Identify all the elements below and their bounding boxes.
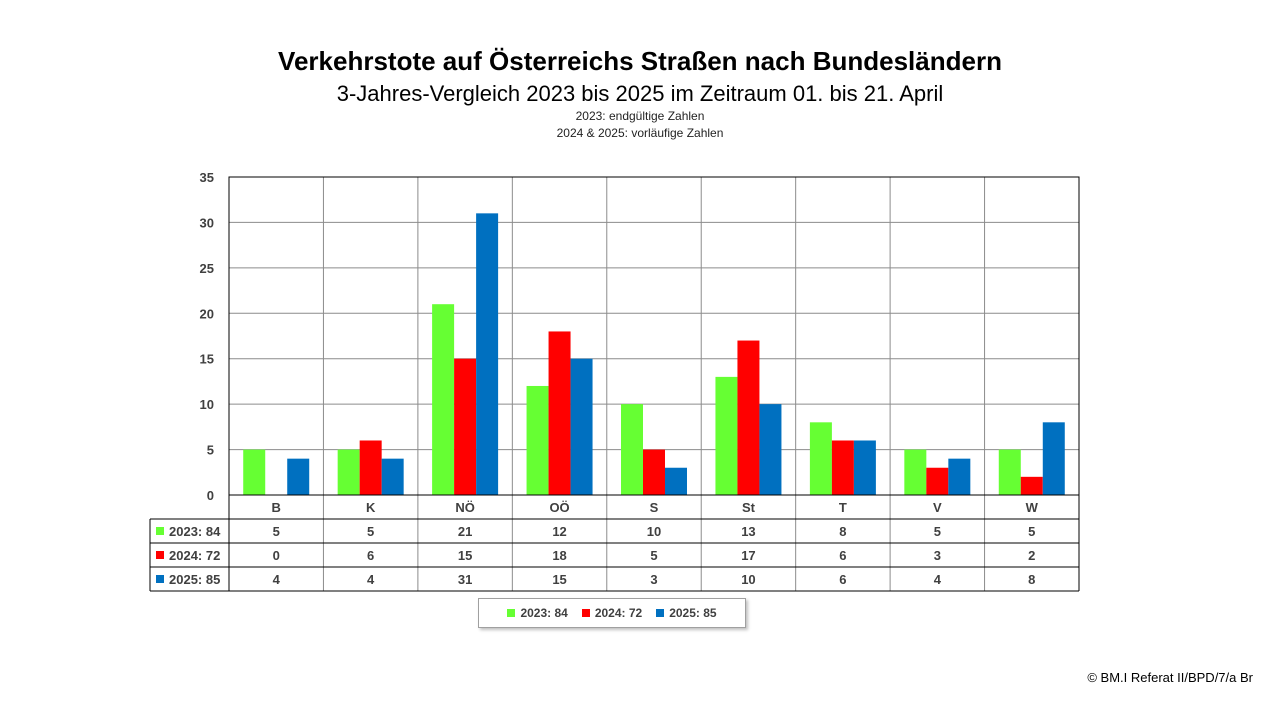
x-tick-label: OÖ (549, 500, 569, 515)
plot-area (229, 177, 1079, 495)
bar-2024-OÖ (548, 331, 571, 495)
bar-2024-W (1020, 476, 1043, 495)
data-label: 31 (458, 572, 472, 587)
bar-2025-S (665, 467, 687, 495)
note-final-figures: 2023: endgültige Zahlen (575, 109, 705, 123)
data-label: 15 (552, 572, 566, 587)
chart-subtitle: 3-Jahres-Vergleich 2023 bis 2025 im Zeit… (336, 81, 944, 106)
legend-swatch-2023 (507, 609, 516, 617)
y-tick-label: 15 (200, 352, 214, 367)
y-tick-label: 10 (200, 397, 214, 412)
data-label: 5 (273, 524, 280, 539)
x-tick-label: S (650, 500, 659, 515)
data-label: 10 (741, 572, 755, 587)
data-label: 5 (934, 524, 941, 539)
data-label: 6 (839, 548, 846, 563)
table-swatch (156, 575, 164, 583)
table-swatch (156, 527, 164, 535)
y-tick-label: 30 (200, 215, 214, 230)
data-label: 3 (934, 548, 941, 563)
x-tick-label: St (742, 500, 756, 515)
y-tick-label: 5 (207, 443, 214, 458)
data-label: 4 (273, 572, 281, 587)
bar-2025-St (759, 404, 782, 495)
legend: 2023: 84 2024: 72 2025: 85 (478, 598, 746, 628)
y-tick-label: 35 (200, 170, 214, 185)
data-label: 8 (1028, 572, 1035, 587)
bar-2024-St (737, 340, 760, 495)
legend-swatch-2024 (581, 609, 590, 617)
table-swatch (156, 551, 164, 559)
data-label: 12 (552, 524, 566, 539)
data-label: 5 (650, 548, 657, 563)
bar-2025-K (381, 458, 404, 495)
legend-label-2024: 2024: 72 (594, 606, 643, 620)
data-label: 3 (650, 572, 657, 587)
bar-2023-NÖ (432, 304, 455, 495)
data-label: 6 (839, 572, 846, 587)
legend-label-2023: 2023: 84 (520, 606, 568, 620)
data-label: 4 (367, 572, 375, 587)
legend-item-2024: 2024: 72 (581, 606, 643, 620)
bar-2024-S (643, 449, 665, 495)
data-label: 4 (934, 572, 942, 587)
y-tick-label: 0 (207, 488, 214, 503)
bar-2025-B (287, 458, 310, 495)
x-tick-label: V (933, 500, 942, 515)
chart-title: Verkehrstote auf Österreichs Straßen nac… (278, 46, 1002, 76)
x-tick-label: T (839, 500, 847, 515)
bar-2025-V (948, 458, 971, 495)
data-label: 0 (273, 548, 280, 563)
x-tick-label: W (1026, 500, 1039, 515)
bar-2025-T (853, 440, 876, 495)
bar-2023-OÖ (526, 385, 549, 495)
data-label: 2 (1028, 548, 1035, 563)
table-series-label: 2023: 84 (169, 524, 221, 539)
note-preliminary-figures: 2024 & 2025: vorläufige Zahlen (556, 126, 724, 140)
bar-2025-W (1042, 422, 1065, 495)
data-label: 21 (458, 524, 472, 539)
data-label: 18 (552, 548, 566, 563)
bar-2024-T (831, 440, 854, 495)
bar-2025-NÖ (476, 213, 499, 496)
x-tick-label: K (366, 500, 376, 515)
bar-2023-W (998, 449, 1021, 495)
data-label: 15 (458, 548, 472, 563)
y-tick-label: 20 (200, 306, 214, 321)
table-series-label: 2024: 72 (169, 548, 220, 563)
legend-label-2025: 2025: 85 (669, 606, 717, 620)
table-series-label: 2025: 85 (169, 572, 220, 587)
x-tick-label: B (272, 500, 281, 515)
plot-border (228, 176, 1080, 496)
legend-item-2025: 2025: 85 (656, 606, 717, 620)
y-tick-label: 25 (200, 261, 214, 276)
data-label: 17 (741, 548, 755, 563)
bar-2025-OÖ (570, 358, 593, 495)
bar-2023-V (904, 449, 927, 495)
bar-2023-B (243, 449, 266, 495)
bar-2024-NÖ (454, 358, 477, 495)
legend-item-2023: 2023: 84 (507, 606, 568, 620)
data-label: 10 (647, 524, 661, 539)
bar-2024-V (926, 467, 949, 495)
bar-2024-K (359, 440, 382, 495)
bar-2023-K (337, 449, 360, 495)
legend-swatch-2025 (656, 609, 665, 617)
copyright-credit: © BM.I Referat II/BPD/7/a Br (1087, 670, 1253, 685)
data-label: 6 (367, 548, 374, 563)
bar-2023-T (809, 422, 832, 495)
bar-2023-St (715, 376, 738, 495)
data-label: 13 (741, 524, 755, 539)
bar-2023-S (621, 404, 643, 495)
data-label: 5 (1028, 524, 1035, 539)
data-label: 8 (839, 524, 846, 539)
x-tick-label: NÖ (455, 500, 475, 515)
data-label: 5 (367, 524, 374, 539)
